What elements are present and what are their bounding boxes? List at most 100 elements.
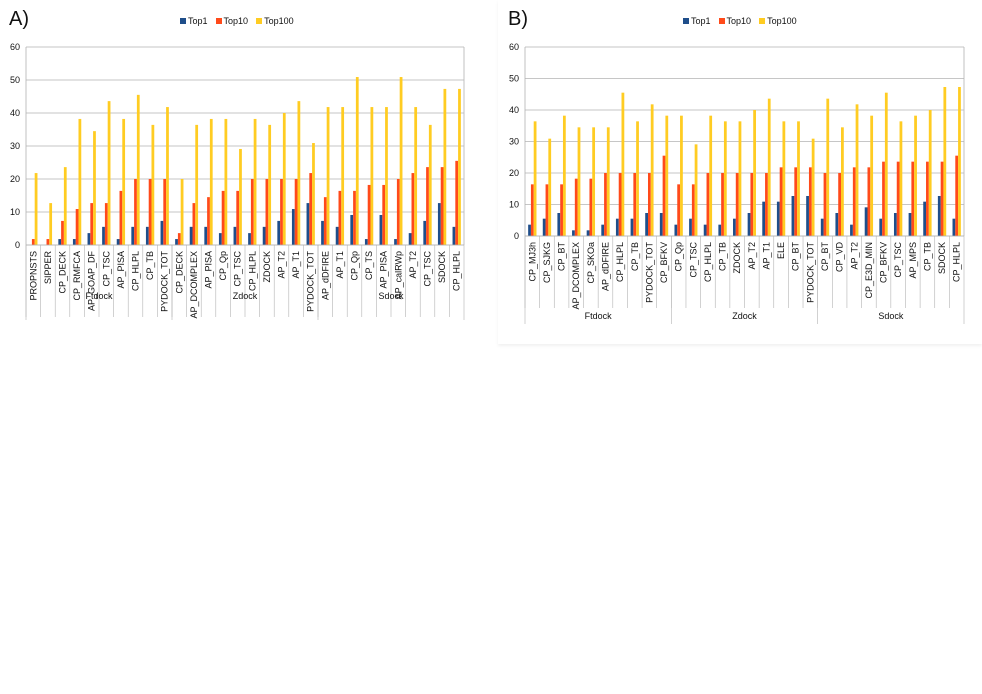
category-label: CP_TB xyxy=(922,242,932,271)
bar-top100 xyxy=(458,88,461,245)
category-label: CP_Qp xyxy=(350,251,360,281)
bar-top100 xyxy=(855,104,859,236)
bar-top10 xyxy=(896,161,900,236)
bar-top100 xyxy=(224,118,228,245)
category-label: CP_BT xyxy=(791,242,801,272)
bar-top10 xyxy=(794,167,798,236)
bar-top10 xyxy=(633,173,637,236)
bar-top100 xyxy=(709,115,713,236)
legend-item-top10: Top10 xyxy=(215,16,248,26)
bar-top1 xyxy=(923,201,927,236)
category-label: CP_HLPL xyxy=(615,242,625,282)
y-tick-label: 50 xyxy=(10,75,20,85)
bar-top100 xyxy=(943,87,947,236)
bar-top100 xyxy=(166,107,169,245)
bar-top100 xyxy=(443,88,447,245)
legend-swatch-top100 xyxy=(256,18,263,24)
bar-top10 xyxy=(207,197,210,245)
category-label: CP_HLPL xyxy=(952,242,962,282)
bar-top100 xyxy=(680,115,683,236)
bar-top100 xyxy=(428,124,432,245)
category-label: CP_BFKV xyxy=(659,242,669,283)
bar-top1 xyxy=(674,224,678,236)
bar-top100 xyxy=(268,124,272,245)
category-label: CP_TSC xyxy=(101,251,111,287)
bar-top10 xyxy=(265,179,269,245)
category-label: AP_T2 xyxy=(747,242,757,270)
category-label: ELE xyxy=(776,242,786,259)
bar-top100 xyxy=(577,127,581,236)
bar-top1 xyxy=(776,201,780,236)
category-label: ZDOCK xyxy=(732,242,742,273)
category-label: PYDOCK_TOT xyxy=(644,242,654,303)
bar-top1 xyxy=(659,213,663,236)
bar-top1 xyxy=(160,220,164,245)
y-tick-label: 0 xyxy=(15,240,20,250)
y-tick-label: 60 xyxy=(509,42,519,52)
category-label: CP_TB xyxy=(630,242,640,271)
y-tick-label: 30 xyxy=(10,141,20,151)
bar-chart-b: 0 10 20 30 40 50 60 CP_MJ3h CP_SJKG CP_BT AP_DCOMP… xyxy=(509,42,965,324)
bar-top1 xyxy=(937,195,941,236)
bar-top100 xyxy=(399,77,403,245)
bar-top100 xyxy=(592,127,596,236)
bar-top1 xyxy=(615,218,619,236)
bar-top1 xyxy=(557,213,561,236)
category-label: CP_TSC xyxy=(423,251,433,287)
bar-top100 xyxy=(385,107,388,245)
bar-top100 xyxy=(797,121,800,236)
bar-top10 xyxy=(926,161,929,236)
bar-top100 xyxy=(341,107,345,245)
category-label: CP_DECK xyxy=(58,251,68,294)
bar-top100 xyxy=(355,77,359,245)
bar-top100 xyxy=(621,92,625,236)
category-label: ZDOCK xyxy=(262,251,272,283)
bar-top100 xyxy=(562,115,566,236)
bar-top10 xyxy=(940,161,944,236)
group-label: Ftdock xyxy=(585,311,613,321)
category-label: SDOCK xyxy=(937,242,947,274)
bar-top1 xyxy=(72,239,76,245)
bar-top1 xyxy=(408,233,412,245)
panel-label-b: B) xyxy=(508,8,528,30)
bar-top10 xyxy=(530,184,534,236)
category-label: PYDOCK_TOT xyxy=(160,251,170,312)
bar-top100 xyxy=(63,167,67,245)
bar-top1 xyxy=(747,213,751,236)
legend-swatch-top10 xyxy=(215,18,222,24)
y-tick-label: 40 xyxy=(10,108,20,118)
bar-top100 xyxy=(239,148,242,245)
bar-top100 xyxy=(326,107,330,245)
category-label: AP_DCOMPLEX xyxy=(571,242,581,310)
legend-item-top100: Top100 xyxy=(759,16,797,26)
y-tick-label: 40 xyxy=(509,105,519,115)
bar-top1 xyxy=(601,224,605,236)
category-label: CP_HLPL xyxy=(452,251,462,291)
bar-top10 xyxy=(838,173,842,236)
bar-top1 xyxy=(762,201,766,236)
bar-top10 xyxy=(192,203,196,245)
bar-top100 xyxy=(548,138,552,236)
category-label: CP_Qp xyxy=(674,242,684,272)
bar-top1 xyxy=(423,220,427,245)
bar-top100 xyxy=(122,118,126,245)
bar-top100 xyxy=(297,101,301,246)
bar-top100 xyxy=(928,110,932,236)
bar-top1 xyxy=(718,224,722,236)
bar-top10 xyxy=(396,179,400,245)
bar-top10 xyxy=(721,173,724,236)
category-label: AP_T2 xyxy=(277,251,287,279)
bar-top1 xyxy=(528,224,531,236)
bar-top10 xyxy=(250,179,254,245)
bar-top1 xyxy=(262,226,266,245)
category-label: CP_VD xyxy=(835,242,845,273)
y-tick-label: 10 xyxy=(509,200,519,210)
bar-top10 xyxy=(31,239,35,245)
bar-chart-a: 0 10 20 30 40 50 60 PROPNSTS SIPPER CP_DECK CP_RMF… xyxy=(10,42,465,320)
bar-top100 xyxy=(312,143,315,245)
bar-top10 xyxy=(706,173,710,236)
bar-top10 xyxy=(382,184,386,245)
bar-top10 xyxy=(221,190,225,245)
bar-top1 xyxy=(879,218,883,236)
y-tick-label: 20 xyxy=(10,174,20,184)
